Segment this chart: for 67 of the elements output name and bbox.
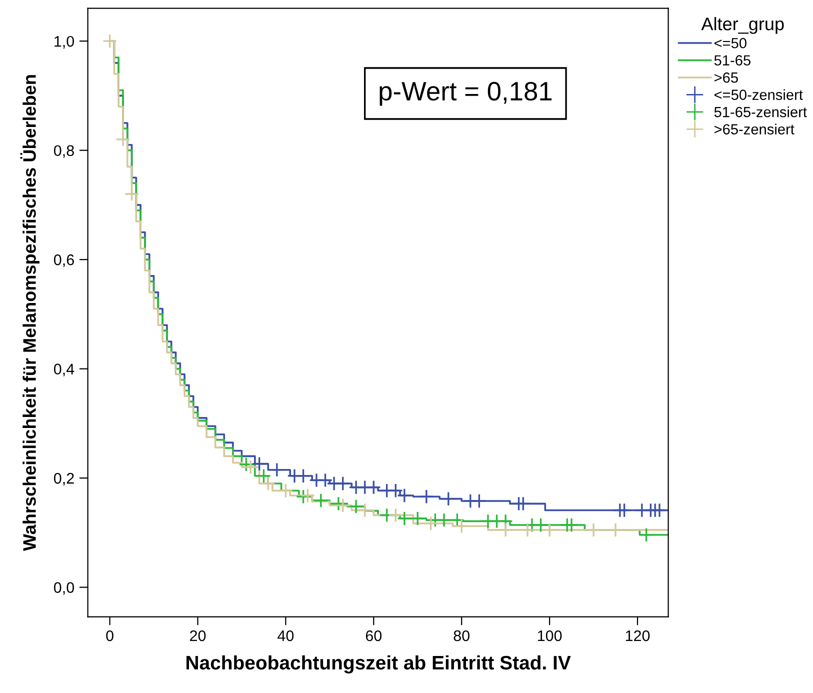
point xyxy=(440,491,456,506)
point xyxy=(410,511,426,526)
point xyxy=(116,132,130,147)
point xyxy=(542,522,557,538)
point xyxy=(357,502,372,518)
point xyxy=(418,489,434,504)
point xyxy=(423,516,438,531)
legend-label: >65 xyxy=(714,72,738,83)
point xyxy=(102,34,118,49)
point xyxy=(516,496,531,512)
point xyxy=(124,186,140,202)
y-tick-label: 0,6 xyxy=(54,254,74,268)
point xyxy=(348,499,364,514)
legend-label: 51-65-zensiert xyxy=(714,106,807,118)
point xyxy=(454,518,470,534)
point xyxy=(638,527,654,542)
x-tick-label: 40 xyxy=(278,630,294,642)
annotation: p-Wert = 0,181 xyxy=(380,82,552,106)
point xyxy=(608,522,623,538)
point xyxy=(260,476,276,491)
point xyxy=(564,518,579,532)
point xyxy=(243,460,258,475)
point xyxy=(397,511,412,526)
point xyxy=(238,456,254,472)
x-tick-label: 0 xyxy=(106,630,114,642)
point xyxy=(498,522,513,538)
point xyxy=(450,512,465,528)
legend-title: Alter_grup xyxy=(701,17,784,34)
legend-label: >65-zensiert xyxy=(714,124,794,134)
point xyxy=(520,522,535,538)
point xyxy=(252,456,267,472)
point xyxy=(331,496,346,512)
point xyxy=(335,498,350,513)
point xyxy=(652,502,667,518)
x-tick-label: 60 xyxy=(366,630,382,642)
point xyxy=(278,483,294,498)
legend-label: <=50-zensiert xyxy=(714,89,803,100)
point xyxy=(256,468,272,484)
point xyxy=(296,489,311,504)
point xyxy=(533,518,548,532)
point xyxy=(296,468,311,484)
point xyxy=(397,488,412,503)
point xyxy=(586,522,601,538)
point xyxy=(472,494,487,508)
point xyxy=(313,493,328,508)
point xyxy=(318,472,333,488)
y-tick-label: 1,0 xyxy=(54,36,74,49)
point xyxy=(388,483,404,498)
y-tick-label: 0,8 xyxy=(54,145,74,158)
x-tick-label: 20 xyxy=(190,630,206,642)
y-tick-label: 0,0 xyxy=(54,582,74,595)
point xyxy=(269,462,284,478)
y-tick-label: 0,2 xyxy=(54,472,74,486)
point xyxy=(616,502,632,518)
point xyxy=(335,476,350,491)
point xyxy=(388,508,404,523)
legend-label: 51-65 xyxy=(714,55,750,66)
y-axis-title: Wahrscheinlichkeit für Melanomspezifisches Überleben xyxy=(20,75,40,551)
x-tick-label: 120 xyxy=(626,630,650,642)
point xyxy=(300,488,316,503)
point xyxy=(436,512,452,528)
x-tick-label: 80 xyxy=(454,630,470,642)
y-tick-label: 0,4 xyxy=(54,364,74,376)
legend-label: <=50 xyxy=(714,38,746,48)
point xyxy=(366,480,382,495)
x-axis-title: Nachbeobachtungszeit ab Eintritt Stad. IV xyxy=(186,655,571,674)
x-tick-label: 100 xyxy=(538,630,562,642)
